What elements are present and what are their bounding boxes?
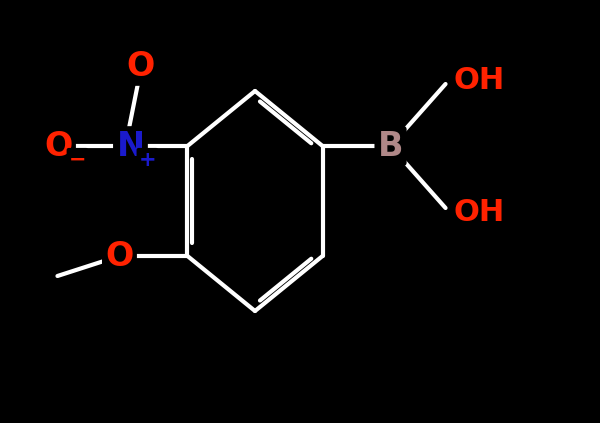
Text: N: N [116,129,145,162]
Text: O: O [106,239,134,272]
Text: B: B [378,129,403,162]
Text: OH: OH [454,198,505,226]
Text: O: O [127,49,155,82]
Text: −: − [69,150,86,170]
Text: OH: OH [454,66,505,94]
Text: +: + [139,150,156,170]
Text: O: O [44,129,73,162]
